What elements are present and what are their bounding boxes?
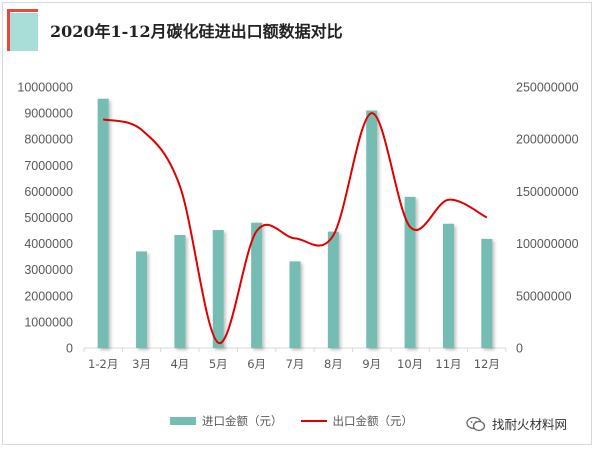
y-left-tick-label: 6000000	[24, 185, 73, 199]
x-tick-label: 9月	[362, 357, 381, 371]
wechat-icon	[466, 416, 486, 431]
bar-import-2	[136, 251, 148, 348]
x-tick-label: 3月	[132, 357, 151, 371]
y-right-tick-label: 100000000	[516, 237, 579, 251]
y-left-tick-label: 7000000	[24, 159, 73, 173]
bar-import-11	[481, 238, 493, 348]
legend-bar-swatch	[170, 417, 196, 425]
title-decoration-bar-top	[7, 9, 38, 12]
x-tick-label: 6月	[247, 357, 266, 371]
x-tick-label: 12月	[474, 357, 500, 371]
title-decoration-bar-left	[7, 9, 10, 51]
bar-import-3	[174, 234, 186, 348]
x-tick-label: 7月	[286, 357, 305, 371]
y-left-tick-label: 4000000	[24, 237, 73, 251]
bar-import-1	[97, 98, 109, 349]
y-left-tick-label: 8000000	[24, 133, 73, 147]
bar-import-9	[404, 196, 416, 348]
x-tick-label: 11月	[435, 357, 461, 371]
bar-import-7	[327, 231, 339, 348]
bar-import-6	[289, 261, 301, 348]
legend-line-label: 出口金额（元）	[332, 414, 414, 428]
y-right-tick-label: 150000000	[516, 185, 579, 199]
y-right-tick-label: 200000000	[516, 133, 579, 147]
x-tick-label: 5月	[209, 357, 228, 371]
watermark-text: 找耐火材料网	[492, 417, 568, 432]
y-left-tick-label: 2000000	[24, 289, 73, 303]
y-right-tick-label: 0	[516, 342, 523, 356]
watermark: 找耐火材料网	[466, 414, 567, 433]
x-tick-label: 8月	[324, 357, 343, 371]
bar-import-8	[366, 110, 378, 349]
x-tick-label: 4月	[170, 357, 189, 371]
chart-title: 2020年1-12月碳化硅进出口额数据对比	[50, 22, 343, 41]
bar-import-4	[212, 230, 224, 348]
x-tick-label: 10月	[397, 357, 423, 371]
bar-import-5	[251, 222, 263, 348]
y-left-tick-label: 10000000	[17, 81, 73, 95]
legend-bar-label: 进口金额（元）	[202, 414, 283, 428]
y-right-tick-label: 250000000	[516, 81, 579, 95]
x-tick-label: 1-2月	[88, 357, 118, 371]
y-left-tick-label: 9000000	[24, 107, 73, 121]
legend-line-swatch	[300, 420, 327, 422]
bar-import-10	[442, 223, 454, 348]
y-left-tick-label: 5000000	[24, 211, 73, 225]
chart-legend: 进口金额（元） 出口金额（元）	[170, 413, 413, 429]
y-left-tick-label: 0	[66, 342, 73, 356]
y-left-tick-label: 1000000	[24, 315, 73, 329]
line-export	[102, 112, 488, 344]
y-left-tick-label: 3000000	[24, 263, 73, 277]
title-decoration-block	[10, 13, 38, 51]
y-right-tick-label: 50000000	[516, 289, 572, 303]
